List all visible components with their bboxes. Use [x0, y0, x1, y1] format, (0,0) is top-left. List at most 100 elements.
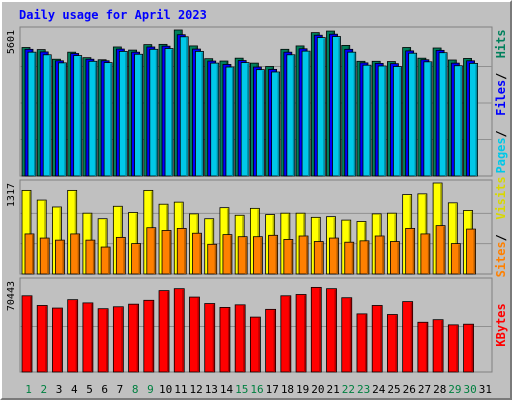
bar-kbytes-day-10 — [158, 290, 170, 373]
bar-sites-day-7 — [115, 236, 126, 275]
x-tick-label: 21 — [327, 383, 340, 396]
bar-kbytes-day-19 — [295, 294, 307, 373]
bar-pages-day-30 — [469, 62, 478, 177]
x-tick-label: 17 — [266, 383, 279, 396]
x-tick-label: 12 — [189, 383, 202, 396]
x-tick-label: 2 — [41, 383, 48, 396]
x-tick-label: 9 — [147, 383, 154, 396]
legend-separator: / — [494, 234, 508, 241]
x-tick-label: 26 — [403, 383, 416, 396]
bar-pages-day-12 — [195, 51, 204, 177]
bar-sites-day-27 — [420, 233, 431, 275]
x-tick-label: 7 — [117, 383, 124, 396]
panel-max-label: 1317 — [6, 183, 17, 207]
bar-sites-day-11 — [176, 227, 187, 275]
x-tick-label: 31 — [479, 383, 492, 396]
bar-kbytes-day-23 — [356, 313, 368, 373]
bar-pages-day-3 — [58, 62, 67, 177]
bar-kbytes-day-29 — [447, 324, 459, 373]
bar-pages-day-4 — [73, 55, 83, 177]
bar-sites-day-12 — [192, 232, 202, 275]
bar-kbytes-day-16 — [249, 316, 261, 373]
x-tick-label: 29 — [448, 383, 461, 396]
bar-kbytes-day-8 — [128, 303, 139, 373]
bar-sites-day-1 — [24, 233, 35, 275]
legend-kbytes: KBytes — [494, 303, 508, 346]
bar-kbytes-day-9 — [143, 299, 155, 373]
x-tick-label: 22 — [342, 383, 355, 396]
bar-pages-day-25 — [393, 66, 402, 177]
bar-kbytes-day-6 — [97, 308, 109, 373]
x-tick-label: 1 — [25, 383, 32, 396]
x-tick-label: 27 — [418, 383, 431, 396]
bar-pages-day-20 — [316, 37, 326, 177]
bar-kbytes-day-12 — [189, 296, 200, 373]
legend-hits: Hits — [494, 29, 508, 58]
bar-kbytes-day-28 — [432, 319, 444, 373]
bar-sites-day-8 — [131, 243, 141, 275]
bar-kbytes-day-1 — [21, 295, 33, 373]
bar-sites-day-5 — [85, 239, 96, 275]
bar-pages-day-29 — [453, 65, 463, 177]
bar-sites-day-4 — [70, 233, 81, 275]
bar-pages-day-26 — [408, 52, 418, 177]
bar-sites-day-19 — [298, 235, 309, 275]
bar-kbytes-day-14 — [219, 307, 231, 373]
x-tick-label: 18 — [281, 383, 294, 396]
bar-kbytes-day-13 — [204, 303, 216, 373]
bar-sites-day-22 — [344, 241, 355, 275]
bar-sites-day-9 — [146, 227, 157, 275]
bar-sites-day-23 — [359, 240, 370, 275]
bar-pages-day-22 — [347, 51, 357, 177]
bar-pages-day-5 — [88, 60, 98, 177]
bar-sites-day-10 — [161, 230, 172, 275]
bar-pages-day-13 — [210, 62, 220, 177]
bar-sites-day-6 — [100, 246, 111, 275]
bar-sites-day-18 — [283, 239, 294, 275]
bar-sites-day-17 — [268, 234, 279, 275]
panel-max-label: 70443 — [6, 281, 17, 311]
x-tick-label: 15 — [235, 383, 248, 396]
bar-pages-day-28 — [438, 52, 448, 177]
x-tick-label: 20 — [311, 383, 324, 396]
bar-kbytes-day-3 — [52, 307, 63, 373]
bar-sites-day-25 — [390, 241, 400, 275]
bar-kbytes-day-26 — [402, 301, 414, 373]
bar-pages-day-23 — [362, 64, 372, 177]
x-tick-label: 13 — [205, 383, 218, 396]
x-tick-label: 16 — [250, 383, 263, 396]
bar-pages-day-16 — [255, 69, 265, 177]
x-tick-label: 24 — [372, 383, 386, 396]
x-tick-label: 23 — [357, 383, 370, 396]
x-tick-label: 14 — [220, 383, 234, 396]
legend-pages: Pages — [494, 137, 508, 173]
bar-sites-day-20 — [313, 241, 324, 275]
bar-pages-day-7 — [118, 51, 128, 177]
bars — [21, 29, 478, 373]
x-tick-label: 28 — [433, 383, 446, 396]
bar-kbytes-day-20 — [310, 286, 322, 373]
bar-sites-day-13 — [207, 243, 218, 275]
bar-pages-day-17 — [271, 71, 281, 177]
bar-sites-day-2 — [39, 237, 50, 275]
x-tick-label: 6 — [101, 383, 108, 396]
bar-kbytes-day-4 — [67, 299, 79, 373]
bar-pages-day-10 — [164, 48, 174, 177]
bar-sites-day-3 — [55, 239, 65, 275]
bar-kbytes-day-21 — [326, 288, 337, 373]
legend-sites: Sites — [494, 241, 508, 277]
bar-pages-day-1 — [27, 51, 37, 177]
bar-kbytes-day-25 — [387, 314, 398, 373]
bar-sites-day-30 — [466, 228, 476, 275]
bar-sites-day-16 — [252, 236, 263, 275]
x-tick-label: 5 — [86, 383, 93, 396]
x-tick-label: 8 — [132, 383, 139, 396]
bar-kbytes-day-15 — [234, 304, 246, 373]
bar-pages-day-8 — [134, 53, 143, 177]
bar-pages-day-9 — [149, 48, 159, 177]
legend-files: Files — [494, 80, 508, 116]
bar-pages-day-24 — [377, 65, 387, 177]
bar-pages-day-27 — [423, 61, 433, 177]
chart-title: Daily usage for April 2023 — [19, 8, 207, 22]
